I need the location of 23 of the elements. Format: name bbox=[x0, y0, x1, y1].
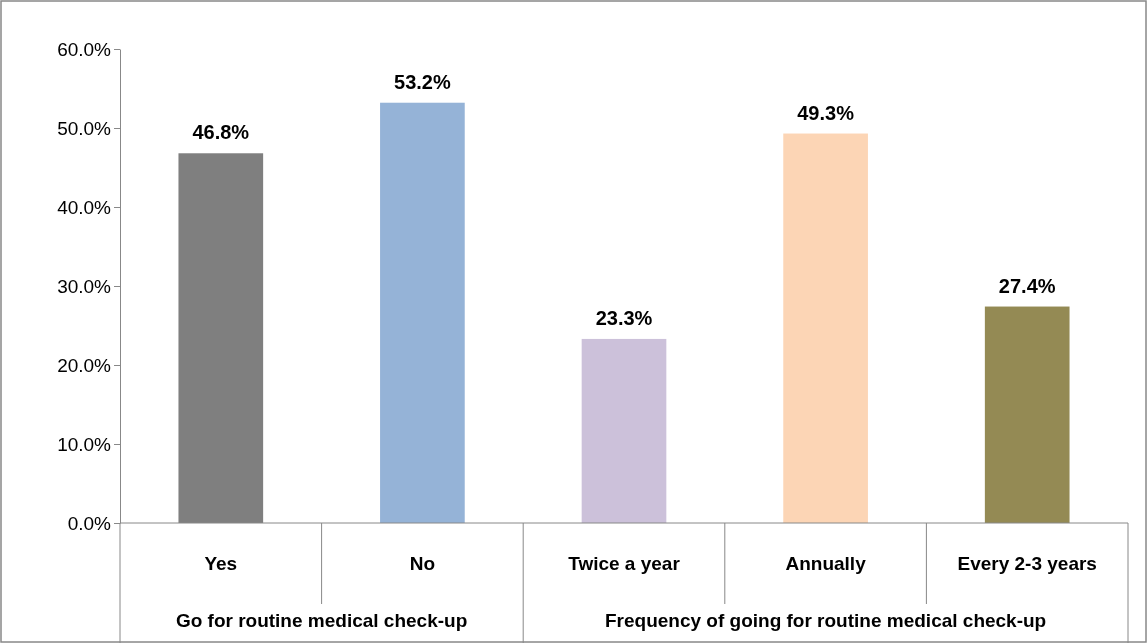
bar bbox=[984, 306, 1070, 523]
data-label: 53.2% bbox=[394, 70, 451, 93]
y-tick-label: 40.0% bbox=[57, 196, 112, 218]
x-tick-label: Every 2-3 years bbox=[957, 553, 1097, 574]
x-tick-label: Yes bbox=[204, 553, 238, 574]
x-tick-label: Annually bbox=[785, 553, 867, 574]
y-tick-label: 60.0% bbox=[57, 38, 112, 60]
y-tick-label: 20.0% bbox=[57, 354, 112, 376]
data-label: 49.3% bbox=[797, 101, 855, 124]
text: Go for routine medical check-up bbox=[175, 610, 468, 631]
data-label: 27.4% bbox=[998, 274, 1056, 297]
bar bbox=[380, 102, 465, 523]
x-tick-label: No bbox=[409, 553, 436, 574]
y-tick-label: 10.0% bbox=[57, 433, 112, 455]
y-tick-label: 0.0% bbox=[67, 512, 112, 534]
data-label: 46.8% bbox=[192, 121, 250, 144]
data-label: 23.3% bbox=[595, 306, 653, 329]
y-tick-label: 30.0% bbox=[57, 275, 112, 297]
y-tick-label: 50.0% bbox=[57, 117, 112, 139]
x-tick-label: Twice a year bbox=[568, 553, 681, 574]
bar bbox=[581, 338, 667, 523]
bar bbox=[783, 133, 868, 523]
text: Frequency of going for routine medical check-up bbox=[604, 610, 1047, 631]
